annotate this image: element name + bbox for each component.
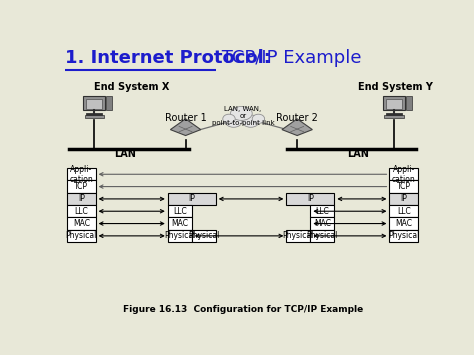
Bar (106, 96, 112, 110)
Ellipse shape (230, 106, 252, 120)
Text: Appli-
cation: Appli- cation (392, 165, 416, 184)
Text: TCP/IP Example: TCP/IP Example (216, 49, 361, 67)
Bar (67, 168, 96, 180)
Bar (390, 217, 418, 230)
Text: MAC: MAC (395, 219, 412, 228)
Text: LLC: LLC (74, 207, 88, 216)
Bar (168, 205, 192, 217)
Text: Figure 16.13  Configuration for TCP/IP Example: Figure 16.13 Configuration for TCP/IP Ex… (123, 305, 363, 314)
Ellipse shape (225, 115, 242, 127)
Bar (67, 193, 96, 205)
Ellipse shape (252, 114, 264, 124)
Text: Physical: Physical (164, 231, 195, 240)
Text: TCP: TCP (74, 182, 88, 191)
Text: IP: IP (78, 195, 85, 203)
Text: Physical: Physical (66, 231, 97, 240)
Bar (390, 180, 418, 193)
Text: IP: IP (401, 195, 407, 203)
Ellipse shape (242, 115, 259, 127)
Bar (286, 230, 310, 242)
Bar (390, 168, 418, 180)
Text: Physical: Physical (388, 231, 419, 240)
Bar (310, 205, 334, 217)
Bar (84, 115, 104, 119)
Bar (67, 180, 96, 193)
Bar (390, 205, 418, 217)
Polygon shape (282, 119, 312, 136)
Text: IP: IP (188, 195, 195, 203)
Bar (67, 217, 96, 230)
Text: LAN: LAN (114, 149, 136, 159)
Polygon shape (170, 119, 201, 136)
Text: LLC: LLC (316, 207, 329, 216)
Text: MAC: MAC (314, 219, 331, 228)
Bar (390, 230, 418, 242)
Bar (310, 217, 334, 230)
Text: End System Y: End System Y (357, 82, 432, 92)
Text: Physical: Physical (188, 231, 219, 240)
Bar (386, 99, 402, 109)
Bar (168, 230, 192, 242)
Bar (83, 96, 105, 110)
Text: MAC: MAC (171, 219, 188, 228)
Bar (67, 230, 96, 242)
Bar (168, 193, 216, 205)
Text: Router 1: Router 1 (164, 113, 207, 123)
Text: 1. Internet Protocol:: 1. Internet Protocol: (65, 49, 271, 67)
Ellipse shape (223, 114, 235, 124)
Bar (390, 193, 418, 205)
Text: IP: IP (307, 195, 314, 203)
Text: LLC: LLC (397, 207, 410, 216)
Text: End System X: End System X (94, 82, 170, 92)
Bar (384, 115, 404, 119)
Text: LLC: LLC (173, 207, 187, 216)
Text: Physical: Physical (283, 231, 314, 240)
Bar (192, 230, 216, 242)
Text: LAN, WAN,
or
point-to-point link: LAN, WAN, or point-to-point link (211, 106, 274, 126)
Bar (86, 99, 102, 109)
Text: Appli-
cation: Appli- cation (70, 165, 93, 184)
Bar (310, 230, 334, 242)
Text: LAN: LAN (346, 149, 369, 159)
Bar (168, 217, 192, 230)
Bar (286, 193, 334, 205)
Text: TCP: TCP (397, 182, 411, 191)
Bar (67, 205, 96, 217)
Text: MAC: MAC (73, 219, 90, 228)
Text: Physical: Physical (307, 231, 338, 240)
Bar (406, 96, 412, 110)
Bar (383, 96, 405, 110)
Text: Router 2: Router 2 (276, 113, 318, 123)
